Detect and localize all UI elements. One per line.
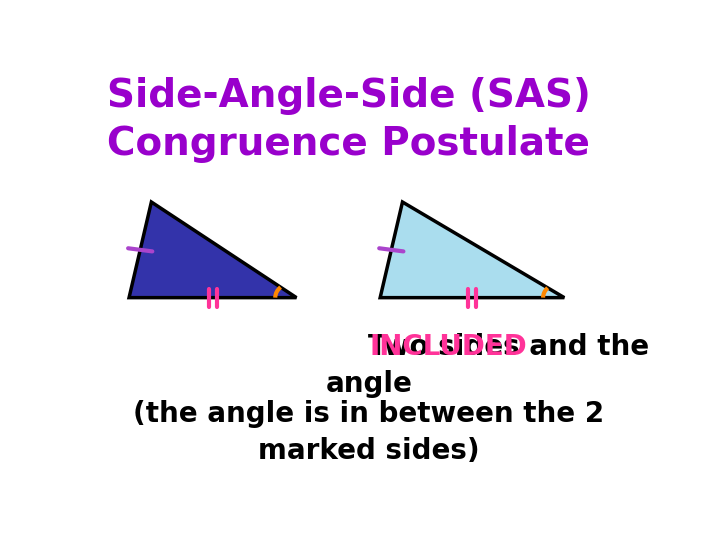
- Text: Congruence Postulate: Congruence Postulate: [107, 125, 590, 163]
- Text: INCLUDED: INCLUDED: [369, 333, 527, 361]
- Text: Two sides and the: Two sides and the: [368, 333, 659, 361]
- Text: marked sides): marked sides): [258, 437, 480, 465]
- Text: Side-Angle-Side (SAS): Side-Angle-Side (SAS): [107, 77, 590, 115]
- Polygon shape: [129, 202, 297, 298]
- Polygon shape: [380, 202, 564, 298]
- Text: angle: angle: [325, 370, 413, 399]
- Text: (the angle is in between the 2: (the angle is in between the 2: [133, 400, 605, 428]
